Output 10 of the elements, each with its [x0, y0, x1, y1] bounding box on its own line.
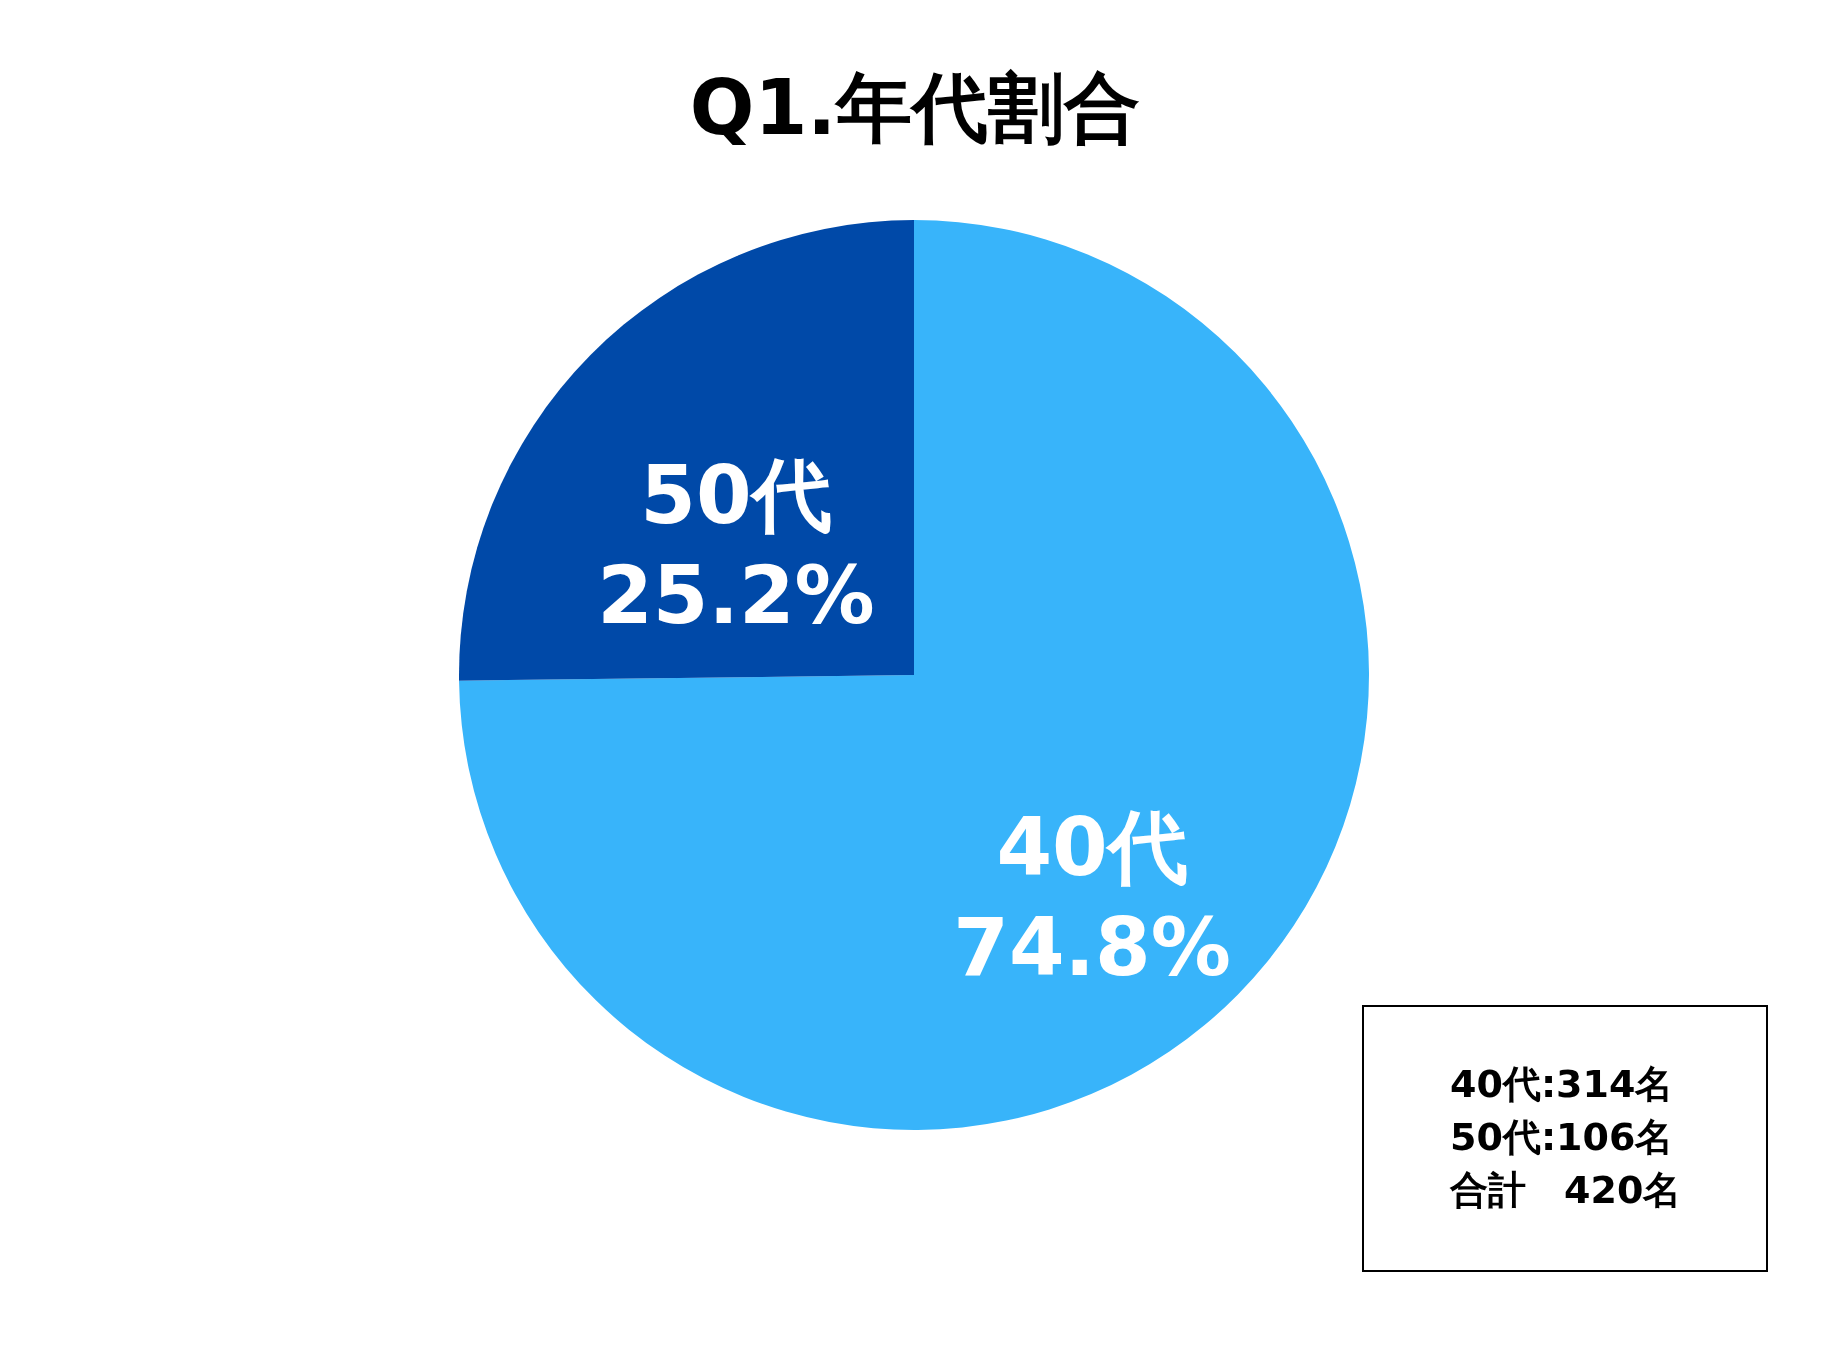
slice-label: 40代 [996, 800, 1188, 894]
text: 合計 420名 [1449, 1167, 1682, 1212]
pie-slice [459, 220, 914, 681]
pie-slice [459, 220, 1369, 1130]
slice-label: 50代 [640, 449, 832, 543]
data-label: 74.8% [953, 900, 1231, 994]
chart-title: Q1.年代割合 [689, 63, 1141, 152]
data-label: 25.2% [597, 549, 875, 643]
text: 50代:106名 [1450, 1114, 1674, 1159]
text: 40代:314名 [1450, 1061, 1674, 1106]
